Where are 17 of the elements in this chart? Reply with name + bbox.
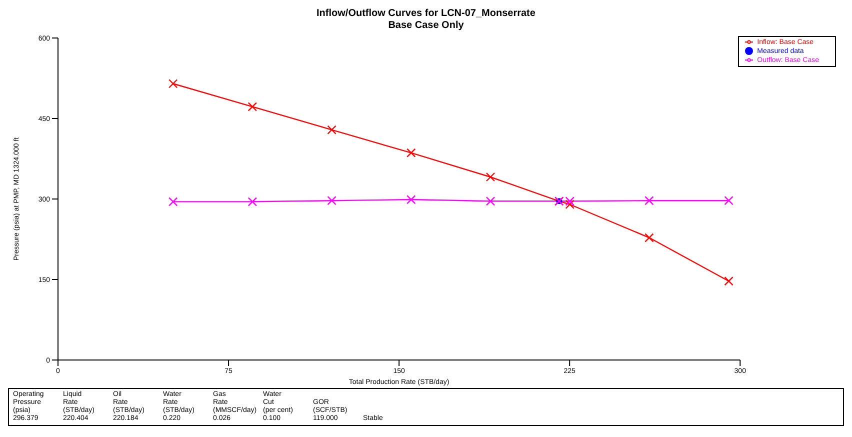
point <box>168 197 178 206</box>
point <box>406 148 416 158</box>
point <box>644 196 654 206</box>
chart-subtitle: Base Case Only <box>387 20 465 32</box>
point <box>486 196 496 206</box>
point <box>724 276 734 286</box>
point <box>565 200 574 209</box>
point <box>724 196 734 206</box>
point <box>327 125 336 134</box>
point <box>248 102 258 112</box>
point <box>327 196 336 206</box>
point <box>168 79 178 88</box>
point <box>248 197 258 206</box>
point <box>644 233 654 242</box>
point <box>406 194 416 204</box>
chart-title: Inflow/Outflow Curves for LCN-07_Monserrate <box>316 8 536 20</box>
point <box>486 172 496 182</box>
